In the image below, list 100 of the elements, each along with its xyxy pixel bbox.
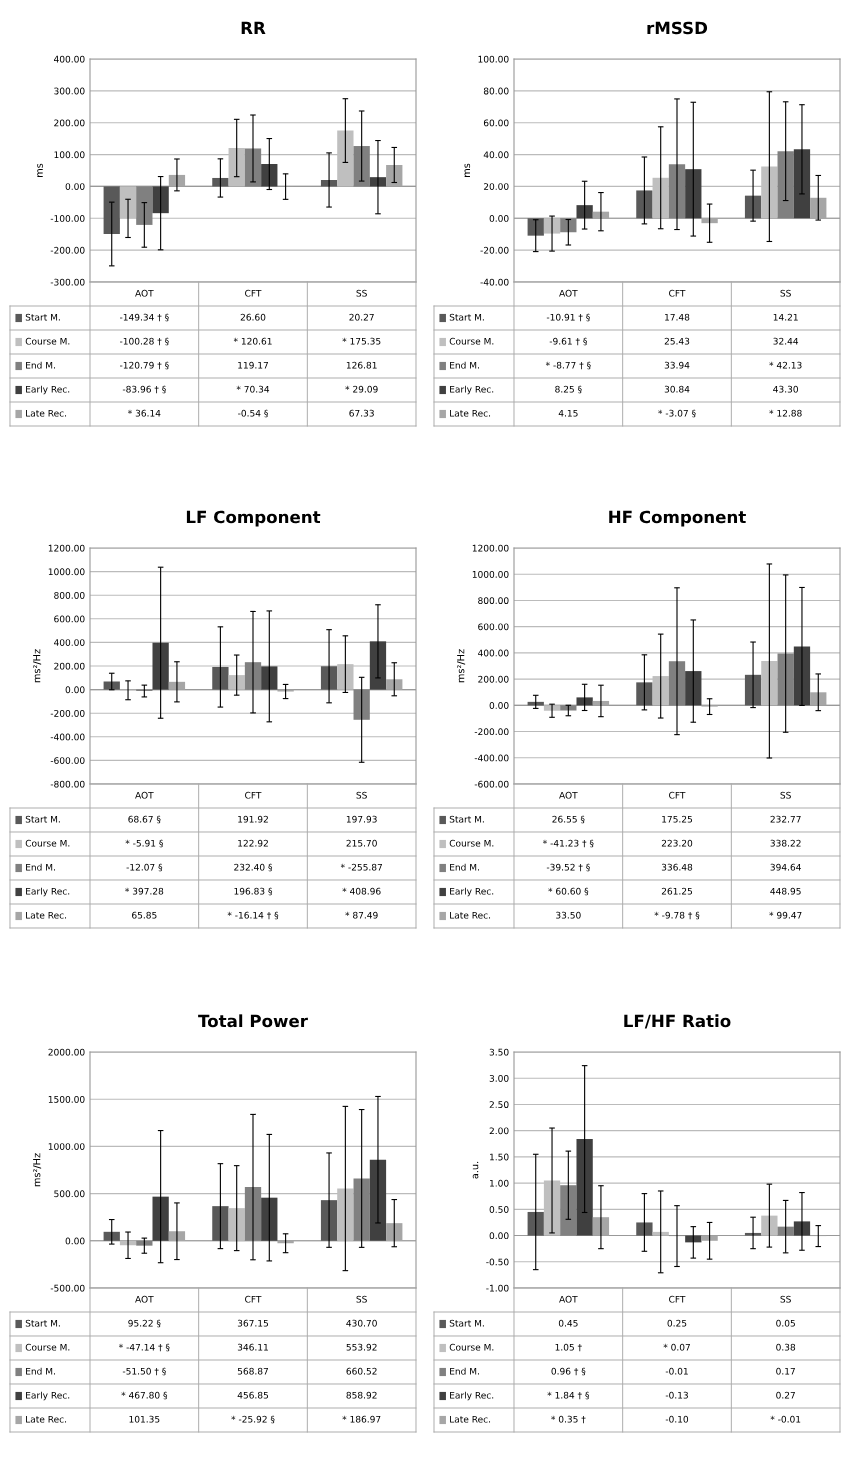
- legend-label: Late Rec.: [26, 1415, 67, 1423]
- data-label: 1.05 †: [555, 1343, 582, 1352]
- bar: [576, 697, 593, 706]
- x-tick-label: AOT: [135, 1295, 154, 1303]
- y-tick-label: 0.50: [489, 1206, 509, 1213]
- legend-label: End M.: [450, 361, 479, 369]
- x-tick-label: SS: [356, 289, 367, 297]
- legend-label: Course M.: [25, 839, 70, 847]
- data-label: 0.27: [776, 1391, 795, 1399]
- bar: [152, 1196, 169, 1241]
- y-tick-label: -0.50: [486, 1258, 509, 1266]
- data-label: 17.48: [665, 313, 690, 321]
- x-tick-label: AOT: [559, 289, 578, 297]
- data-label: 95.22 §: [128, 1319, 161, 1328]
- bar: [701, 218, 718, 224]
- y-tick-label: 400.00: [477, 649, 509, 657]
- legend-label: Early Rec.: [26, 887, 70, 897]
- y-tick-label: -800.00: [50, 780, 85, 788]
- data-label: * -3.07 §: [658, 409, 696, 418]
- y-tick-label: 0.00: [489, 1232, 509, 1240]
- y-tick-label: 40.00: [483, 151, 509, 159]
- y-axis-title: ms²/Hz: [33, 649, 42, 683]
- data-label: 553.92: [346, 1343, 377, 1351]
- bar: [212, 177, 229, 187]
- data-label: 346.11: [237, 1343, 268, 1351]
- data-label: -83.96 † §: [122, 385, 166, 394]
- x-tick-label: AOT: [135, 289, 154, 297]
- x-tick-label: CFT: [669, 289, 686, 297]
- data-label: * 120.61: [233, 337, 272, 345]
- y-axis-title: ms: [464, 163, 471, 177]
- legend-label: Course M.: [449, 337, 494, 345]
- data-label: 196.83 §: [234, 887, 273, 896]
- bar: [386, 1223, 403, 1241]
- x-tick-label: CFT: [245, 1295, 262, 1303]
- data-label: 8.25 §: [555, 385, 582, 394]
- bar: [353, 689, 370, 720]
- y-tick-label: 1.00: [490, 1179, 509, 1187]
- data-label: -12.07 §: [126, 863, 163, 872]
- data-label: 223.20: [661, 839, 693, 847]
- data-label: 394.64: [770, 863, 801, 871]
- y-tick-label: -1.00: [486, 1284, 509, 1292]
- data-label: 197.93: [346, 815, 377, 823]
- legend-label: End M.: [26, 1367, 55, 1375]
- data-label: 0.25: [667, 1319, 687, 1327]
- data-label: -39.52 † §: [546, 863, 590, 872]
- bar: [777, 653, 794, 706]
- data-label: 101.35: [129, 1415, 160, 1423]
- y-tick-label: 0.00: [489, 702, 509, 709]
- data-label: * -255.87: [340, 863, 383, 871]
- legend-label: End M.: [26, 863, 55, 871]
- data-label: 126.81: [346, 361, 377, 369]
- data-label: * 408.96: [342, 887, 381, 895]
- bar: [761, 660, 778, 706]
- data-label: * 12.88: [769, 409, 802, 417]
- data-label: * 0.07: [663, 1343, 690, 1351]
- y-tick-label: 600.00: [478, 623, 509, 631]
- data-label: -9.61 † §: [549, 337, 587, 346]
- y-tick-label: -600.00: [50, 757, 85, 764]
- data-label: 33.50: [556, 911, 581, 919]
- data-label: * 42.13: [769, 361, 802, 369]
- data-label: * 186.97: [342, 1415, 381, 1423]
- y-tick-label: 1.50: [490, 1153, 509, 1161]
- y-tick-label: 200.00: [478, 675, 509, 683]
- y-tick-label: 400.00: [53, 639, 85, 646]
- data-label: 68.67 §: [128, 815, 161, 824]
- x-tick-label: CFT: [669, 1295, 686, 1303]
- bar: [560, 218, 577, 233]
- bar: [386, 164, 403, 187]
- data-label: 0.05: [776, 1319, 795, 1327]
- bar: [636, 1222, 653, 1236]
- data-label: 191.92: [238, 815, 268, 823]
- data-label: 660.52: [346, 1367, 377, 1375]
- data-label: -0.13: [665, 1391, 688, 1399]
- legend-label: Early Rec.: [450, 887, 494, 897]
- data-label: 26.55 §: [552, 815, 585, 824]
- data-label: 232.77: [770, 815, 801, 823]
- y-tick-label: 20.00: [483, 183, 509, 190]
- data-label: 448.95: [770, 887, 801, 895]
- data-label: * 0.35 †: [551, 1415, 586, 1424]
- y-tick-label: 400.00: [53, 55, 85, 63]
- data-label: * 36.14: [127, 409, 161, 417]
- y-tick-label: -600.00: [474, 780, 509, 788]
- data-label: * 29.09: [345, 385, 378, 393]
- bar: [810, 692, 827, 706]
- y-tick-label: -500.00: [50, 1284, 85, 1292]
- y-tick-label: 2000.00: [48, 1048, 85, 1056]
- data-label: 430.70: [346, 1319, 377, 1327]
- y-tick-label: 600.00: [54, 615, 85, 623]
- legend-label: Late Rec.: [450, 911, 491, 919]
- y-tick-label: 3.00: [489, 1074, 509, 1082]
- data-label: 0.38: [776, 1343, 796, 1351]
- y-tick-label: 200.00: [54, 662, 85, 670]
- y-tick-label: 2.50: [489, 1101, 509, 1108]
- data-label: * -0.01: [770, 1415, 801, 1423]
- data-label: * -5.91 §: [125, 839, 163, 848]
- bar: [636, 190, 653, 219]
- data-label: * 70.34: [236, 385, 270, 393]
- legend-label: Start M.: [449, 313, 484, 321]
- legend-label: Early Rec.: [450, 1391, 494, 1401]
- bar: [576, 1139, 593, 1236]
